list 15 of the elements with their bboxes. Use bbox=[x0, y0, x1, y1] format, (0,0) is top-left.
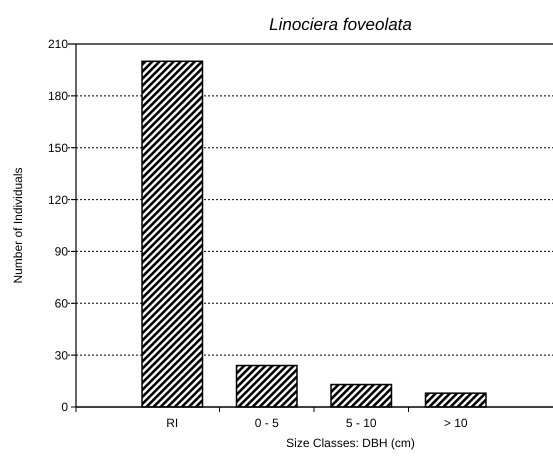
x-tick-label: > 10 bbox=[444, 416, 468, 430]
y-tick-label: 0 bbox=[61, 400, 68, 414]
x-axis-title: Size Classes: DBH (cm) bbox=[286, 436, 415, 450]
y-tick-label: 120 bbox=[48, 192, 68, 207]
y-tick-label: 30 bbox=[54, 348, 68, 362]
x-tick-label: 0 - 5 bbox=[254, 416, 280, 430]
y-tick-label: 90 bbox=[54, 244, 68, 259]
x-tick-label: RI bbox=[166, 416, 178, 430]
x-tick-label: 5 - 10 bbox=[346, 416, 377, 430]
y-axis-title: Number of Individuals bbox=[11, 167, 25, 284]
chart-title: Linociera foveolata bbox=[269, 15, 412, 34]
y-tick-label: 150 bbox=[48, 140, 68, 155]
y-tick-label: 180 bbox=[48, 89, 68, 104]
y-tick-label: 210 bbox=[48, 37, 68, 52]
y-tick-label: 60 bbox=[54, 296, 68, 310]
